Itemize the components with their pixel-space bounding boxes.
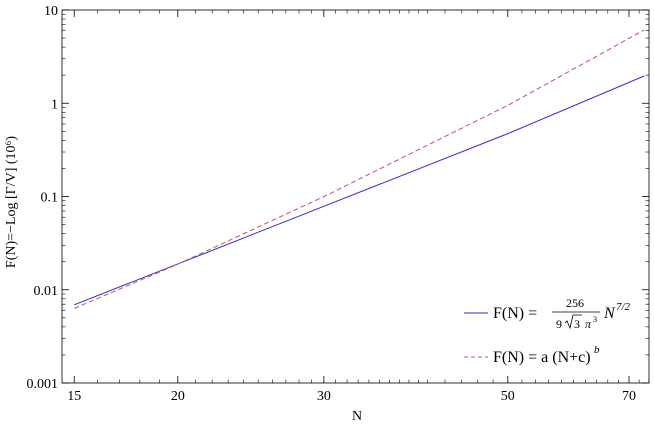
series-line-2	[74, 29, 645, 309]
y-tick-label: 0.1	[41, 191, 59, 206]
x-tick-label: 15	[67, 389, 81, 404]
legend-label-series-1-numerator: 256	[566, 296, 584, 310]
legend-label-series-2-exp: b	[594, 344, 600, 356]
y-axis-label: F(N)=−Log [Γ/V] (10⁶)	[4, 136, 19, 269]
legend-label-series-1-n-base: N	[603, 305, 616, 322]
x-tick-label: 30	[317, 389, 331, 404]
x-tick-label: 50	[501, 389, 515, 404]
y-tick-label: 0.01	[34, 284, 59, 299]
legend-label-series-1-pi: π	[585, 317, 592, 331]
x-tick-label: 70	[622, 389, 636, 404]
legend-label-series-1-sqrt-arg: 3	[574, 317, 580, 331]
y-tick-label: 1	[51, 97, 58, 112]
legend: F(N) = 256 9 3 π 3 N 7/2 F(N) = a (N+c) …	[464, 296, 631, 366]
legend-label-series-1-n-exp: 7/2	[616, 301, 631, 313]
legend-label-series-1-denominator-coef: 9	[556, 317, 562, 331]
legend-sqrt-sign	[564, 314, 582, 330]
x-axis-label: N	[352, 409, 362, 424]
legend-label-series-1-pi-exp: 3	[593, 315, 597, 324]
legend-label-series-2: F(N) = a (N+c)	[493, 349, 591, 366]
series-line-1	[74, 75, 645, 306]
x-axis-ticks: 15 20 30 50 70	[67, 10, 650, 404]
x-tick-label: 20	[171, 389, 185, 404]
y-tick-label: 10	[44, 4, 58, 19]
legend-label-series-1-lhs: F(N) =	[493, 305, 541, 322]
series-layer	[74, 29, 645, 309]
y-axis-ticks: 0.001 0.01 0.1 1 10	[27, 4, 649, 392]
y-tick-label: 0.001	[27, 377, 59, 392]
